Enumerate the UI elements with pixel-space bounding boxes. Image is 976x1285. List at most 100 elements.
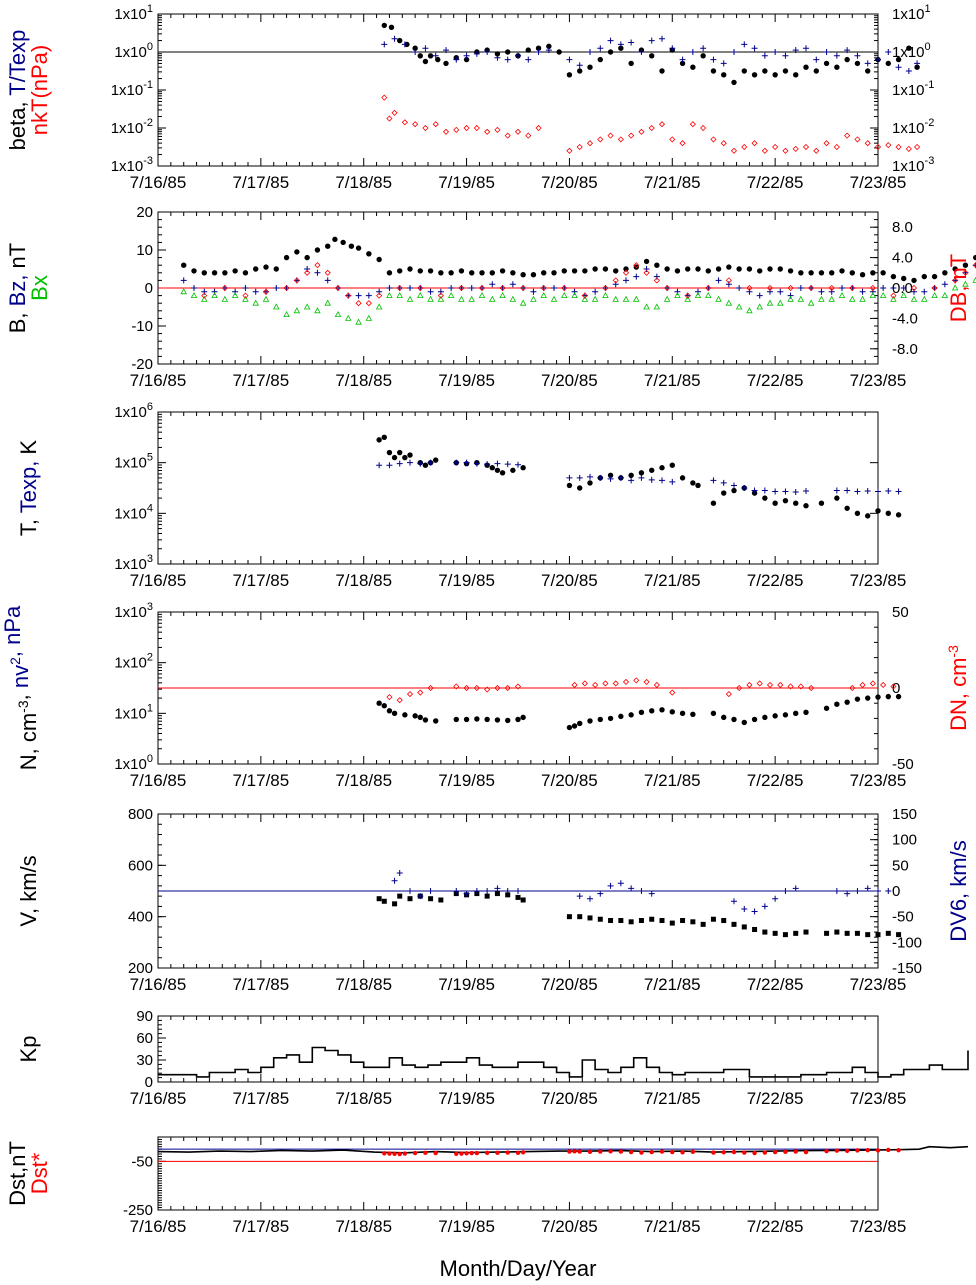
- data-point: [581, 680, 588, 687]
- tick-label: 1x10-3: [892, 155, 934, 175]
- data-point: [653, 273, 660, 280]
- data-point: [612, 277, 619, 284]
- data-point: [818, 295, 825, 302]
- data-point: [435, 56, 441, 63]
- data-point: [864, 488, 871, 495]
- data-point: [447, 291, 455, 298]
- data-point: [638, 470, 645, 476]
- data-point: [505, 1150, 510, 1155]
- data-point: [746, 266, 753, 272]
- data-point: [921, 273, 927, 280]
- data-point: [731, 487, 737, 494]
- data-point: [761, 903, 768, 910]
- data-point: [680, 1150, 685, 1155]
- data-point: [401, 41, 408, 48]
- data-point: [602, 680, 609, 687]
- data-point: [381, 94, 388, 101]
- data-point: [628, 1149, 634, 1155]
- data-point: [684, 292, 691, 299]
- data-point: [679, 60, 686, 67]
- data-point: [407, 888, 413, 894]
- data-point: [509, 295, 517, 302]
- data-point: [618, 713, 624, 720]
- data-point: [679, 710, 686, 717]
- y-axis-label: T, Texp, K: [16, 440, 41, 537]
- data-point: [273, 285, 280, 291]
- x-tick-label: 7/19/85: [438, 1217, 495, 1236]
- data-point: [895, 64, 902, 71]
- data-point: [515, 52, 521, 59]
- tick-label: 100: [892, 832, 917, 849]
- data-point: [382, 1151, 387, 1156]
- data-point: [427, 459, 434, 466]
- data-point: [931, 291, 938, 298]
- data-point: [700, 53, 706, 59]
- data-point: [721, 72, 727, 78]
- tick-label: 1x105: [114, 452, 153, 472]
- data-point: [803, 64, 809, 70]
- data-point: [314, 269, 321, 276]
- data-point: [833, 888, 840, 894]
- series-4: [201, 262, 976, 307]
- data-point: [756, 680, 763, 687]
- data-point: [412, 121, 419, 128]
- x-tick-label: 7/20/85: [541, 771, 598, 790]
- data-point: [834, 64, 840, 70]
- x-tick-label: 7/21/85: [644, 975, 701, 994]
- data-point: [262, 288, 270, 295]
- x-tick-label: 7/21/85: [644, 173, 701, 192]
- data-point: [648, 37, 655, 44]
- x-tick-label: 7/21/85: [644, 1089, 701, 1108]
- data-point: [304, 266, 311, 272]
- data-point: [623, 266, 629, 272]
- data-point: [751, 716, 758, 723]
- data-point: [484, 888, 491, 894]
- data-point: [587, 915, 593, 921]
- data-point: [875, 888, 881, 894]
- data-point: [464, 1151, 469, 1156]
- data-point: [242, 292, 249, 299]
- data-point: [294, 249, 300, 255]
- data-point: [417, 893, 424, 900]
- data-point: [561, 268, 567, 274]
- data-point: [417, 268, 423, 274]
- data-point: [402, 712, 408, 718]
- data-point: [571, 268, 578, 274]
- data-point: [453, 56, 460, 63]
- data-point: [772, 488, 779, 495]
- data-point: [802, 143, 810, 151]
- series-2: [376, 459, 902, 496]
- data-point: [679, 140, 686, 147]
- data-point: [334, 310, 342, 317]
- data-point: [242, 270, 249, 276]
- data-point: [407, 266, 413, 272]
- x-tick-label: 7/16/85: [130, 771, 187, 790]
- data-point: [381, 22, 387, 29]
- data-point: [556, 49, 562, 55]
- panel-3: 1x103 1x104 1x105 1x106 7/16/85 7/17/85 7/18/8…: [16, 401, 906, 590]
- data-point: [854, 52, 861, 59]
- data-point: [489, 270, 495, 276]
- data-point: [628, 477, 635, 484]
- data-point: [813, 147, 820, 154]
- data-point: [731, 921, 737, 927]
- data-point: [402, 454, 408, 461]
- data-point: [710, 136, 717, 143]
- tick-label: -50: [131, 1153, 153, 1170]
- data-point: [792, 885, 799, 892]
- x-tick-label: 7/19/85: [438, 571, 495, 590]
- data-point: [252, 299, 259, 306]
- data-point: [885, 693, 891, 700]
- x-tick-label: 7/22/85: [747, 1217, 804, 1236]
- data-point: [885, 888, 892, 894]
- data-point: [520, 284, 527, 292]
- right-axis-label: DB, nT: [946, 254, 971, 322]
- data-point: [597, 890, 604, 897]
- data-point: [648, 124, 655, 132]
- data-point: [453, 888, 460, 894]
- data-point: [541, 270, 547, 276]
- data-point: [761, 52, 768, 59]
- data-point: [422, 124, 429, 132]
- data-point: [689, 49, 696, 55]
- tick-label: 30: [136, 1052, 153, 1069]
